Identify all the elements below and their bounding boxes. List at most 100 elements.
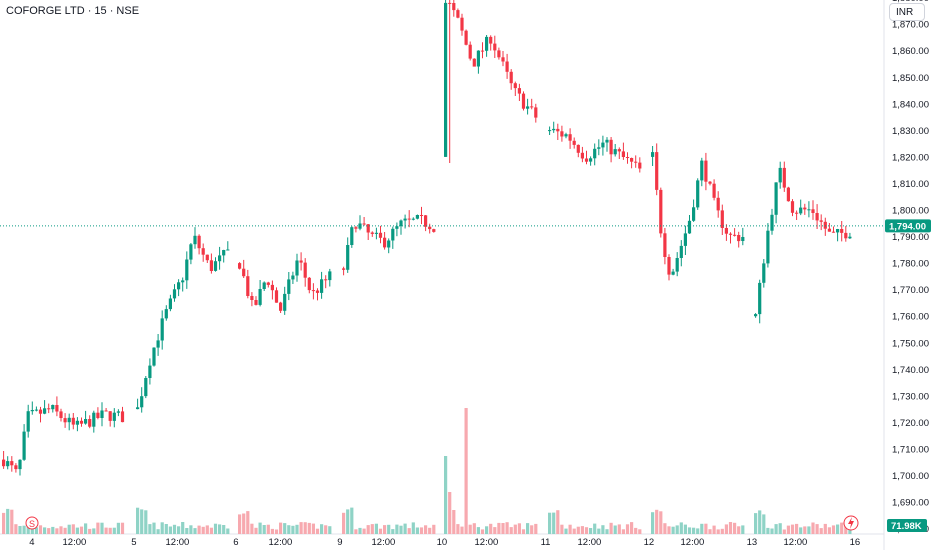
candle [185, 251, 189, 289]
volume-bar [505, 522, 509, 534]
dividend-event-icon[interactable]: S [25, 516, 39, 530]
y-tick-label: 1,820.00 [892, 152, 929, 163]
volume-bar [790, 524, 795, 534]
candle [71, 413, 75, 430]
candle [26, 404, 30, 438]
volume-bar [189, 525, 193, 534]
volume-bar [250, 523, 254, 534]
volume-bar [692, 527, 696, 534]
volume-bar [177, 526, 181, 534]
earnings-flash-icon[interactable] [843, 515, 859, 531]
volume-bar [720, 528, 724, 534]
volume-bar [6, 508, 10, 534]
volume-bar [472, 523, 476, 534]
candle [88, 415, 92, 429]
y-tick-label: 1,850.00 [892, 73, 929, 84]
volume-bar [270, 528, 274, 534]
candle [374, 227, 378, 240]
volume-bar [819, 528, 823, 534]
candle [605, 137, 609, 152]
candle [424, 215, 428, 232]
volume-bar [501, 523, 505, 534]
x-tick-label: 12 [644, 537, 655, 548]
candle [218, 246, 222, 270]
candle [584, 150, 589, 165]
candle [811, 200, 815, 220]
volume-bar [799, 527, 803, 534]
volume-bar [258, 522, 262, 534]
candle [597, 139, 601, 156]
volume-bar [530, 525, 534, 534]
volume-bar [708, 529, 712, 534]
candle [291, 271, 295, 284]
volume-bar [51, 526, 55, 534]
volume-bar [362, 528, 366, 534]
candle [741, 227, 745, 246]
volume-bar [172, 524, 177, 534]
candle [96, 407, 100, 420]
candle [493, 35, 497, 58]
volume-bar [827, 527, 831, 534]
candle [476, 50, 480, 74]
volume-bar [807, 526, 811, 534]
candle [140, 387, 144, 413]
volume-bar [116, 522, 120, 534]
candle [104, 408, 108, 412]
candle [655, 143, 659, 196]
y-tick-label: 1,730.00 [892, 391, 929, 402]
volume-bar [625, 524, 630, 534]
candle [287, 272, 291, 301]
candle [671, 268, 675, 276]
volume-bar [766, 527, 770, 534]
volume-bar [226, 528, 230, 534]
candle [534, 103, 538, 123]
grid [0, 0, 885, 550]
volume-bar [659, 511, 663, 534]
candle [848, 232, 852, 239]
candle [250, 292, 254, 307]
candle [18, 459, 22, 476]
candle [274, 287, 279, 303]
candle [383, 232, 387, 250]
y-tick-label: 1,830.00 [892, 126, 929, 137]
volume-bar [617, 524, 621, 534]
volume-bar [160, 522, 164, 534]
volume-bar [621, 529, 625, 534]
candle [497, 47, 501, 60]
svg-text:S: S [29, 519, 35, 529]
volume-bar [593, 523, 597, 534]
candle [485, 35, 489, 57]
volume-bar [485, 526, 489, 534]
volume-bar [246, 511, 250, 534]
currency-button[interactable]: INR [889, 3, 925, 21]
volume-bar [638, 529, 642, 534]
volume-bar [324, 525, 328, 534]
volume-bar [346, 509, 350, 534]
candle [262, 281, 266, 291]
volume-bar [460, 526, 464, 534]
volume-bar [38, 525, 43, 534]
volume-bar [770, 528, 774, 534]
candle [552, 121, 556, 133]
y-tick-label: 1,700.00 [892, 471, 929, 482]
candle [737, 231, 741, 248]
volume-bar [407, 528, 411, 534]
candle [724, 224, 728, 241]
volume-bar [26, 525, 30, 534]
volume-bar [291, 525, 295, 534]
volume-bar [108, 527, 112, 534]
x-tick-label: 12:00 [372, 537, 396, 548]
volume-bar [448, 492, 452, 534]
volume-bar [383, 525, 387, 534]
volume-bar [683, 524, 687, 534]
candle [283, 286, 287, 315]
candle [609, 137, 613, 163]
volume-bar [387, 524, 391, 534]
x-tick-label: 9 [337, 537, 342, 548]
volume-bar [43, 527, 47, 534]
candle [836, 228, 840, 242]
candle [205, 254, 209, 263]
volume-bar [120, 522, 125, 534]
volume-bar [55, 528, 59, 534]
